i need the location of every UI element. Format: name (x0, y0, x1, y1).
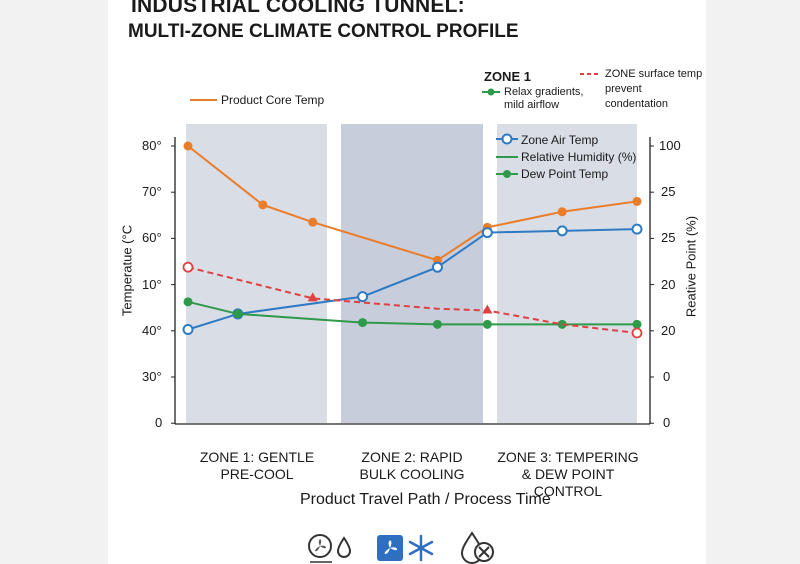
fan-snowflake-icon (377, 534, 434, 562)
data-point-surface (307, 292, 318, 302)
y2-axis-label: Reative Point (%) (683, 215, 699, 318)
y-tick-label: 0 (155, 415, 163, 430)
y-tick-label: 10° (142, 277, 162, 292)
legend-dew-label: Dew Point Temp (521, 167, 609, 181)
legend-air-marker (501, 133, 513, 145)
zone2-band (341, 124, 483, 423)
legend-core-label: Product Core Temp (221, 93, 325, 107)
data-point-core (258, 200, 268, 210)
y-tick-label: 70° (142, 184, 162, 199)
legend-zone1-marker (487, 88, 495, 96)
zone1-label: ZONE 1: GENTLE PRE-COOL (186, 449, 328, 483)
surface-note-line1: ZONE surface temp (605, 68, 703, 80)
data-point-humidity (432, 319, 442, 329)
data-point-air (182, 324, 194, 336)
y2-tick-label: 20 (661, 323, 676, 338)
zone1-note-line1: Relax gradients, (504, 86, 584, 98)
data-point-core (183, 141, 193, 151)
y2-tick-label: 0 (663, 415, 671, 430)
y-axis-label: Temperatuе (°C (119, 224, 135, 317)
zone3-label-line2: & DEW POINT CONTROL (521, 466, 615, 499)
data-point-surface (482, 304, 493, 314)
zone2-label: ZONE 2: RAPID BULK COOLING (340, 449, 484, 483)
data-point-humidity (233, 309, 243, 319)
y-tick-label: 60° (142, 230, 162, 245)
data-point-humidity (358, 318, 368, 328)
zone1-label-line1: ZONE 1: GENTLE (199, 449, 315, 465)
zone1-note-line2: mild airflow (504, 99, 560, 111)
zone1-label-line2: PRE-COOL (220, 466, 294, 482)
y-tick-label: 80° (142, 138, 162, 153)
data-point-humidity (632, 319, 642, 329)
legend-air-label: Zone Air Temp (521, 133, 599, 147)
fan-droplet-icon (308, 534, 352, 563)
data-point-core (308, 217, 318, 227)
zone1-heading: ZONE 1 (484, 69, 531, 84)
zone2-label-line1: ZONE 2: RAPID (361, 449, 463, 465)
x-axis-label: Product Travel Path / Process Time (300, 491, 551, 508)
data-point-humidity (183, 297, 193, 307)
y-tick-label: 30° (142, 369, 162, 384)
zone3-band (497, 124, 637, 423)
data-point-air (556, 225, 568, 237)
y2-tick-label: 100 (659, 138, 681, 153)
surface-note-line3: condentation (605, 98, 668, 110)
data-point-air (431, 261, 443, 273)
data-point-air (631, 223, 643, 235)
y2-tick-label: 25 (661, 184, 676, 199)
y2-tick-label: 25 (661, 230, 676, 245)
y-tick-label: 40° (142, 323, 162, 338)
data-point-surface (631, 327, 643, 339)
data-point-air (481, 227, 493, 239)
zone3-label: ZONE 3: TEMPERING & DEW POINT CONTROL (492, 449, 644, 500)
data-point-humidity (482, 319, 492, 329)
chart-subtitle: MULTI-ZONE CLIMATE CONTROL PROFILE (128, 21, 519, 42)
no-droplet-icon (460, 531, 494, 564)
y2-tick-label: 20 (661, 277, 676, 292)
y2-tick-label: 0 (663, 369, 671, 384)
data-point-air (357, 291, 369, 303)
chart-title: INDUSTRIAL COOLING TUNNEL: (131, 0, 465, 17)
data-point-core (557, 207, 567, 217)
data-point-surface (182, 261, 194, 273)
series-line-surface (187, 266, 638, 334)
data-point-humidity (557, 319, 567, 329)
surface-note-line2: prevent (605, 83, 642, 95)
legend-dew-marker (503, 170, 511, 178)
zone1-band (186, 124, 327, 423)
data-point-core (632, 196, 642, 206)
legend-humidity-label: Relative Humidity (%) (521, 150, 637, 164)
zone3-label-line1: ZONE 3: TEMPERING (497, 449, 639, 465)
zone2-label-line2: BULK COOLING (359, 466, 465, 482)
